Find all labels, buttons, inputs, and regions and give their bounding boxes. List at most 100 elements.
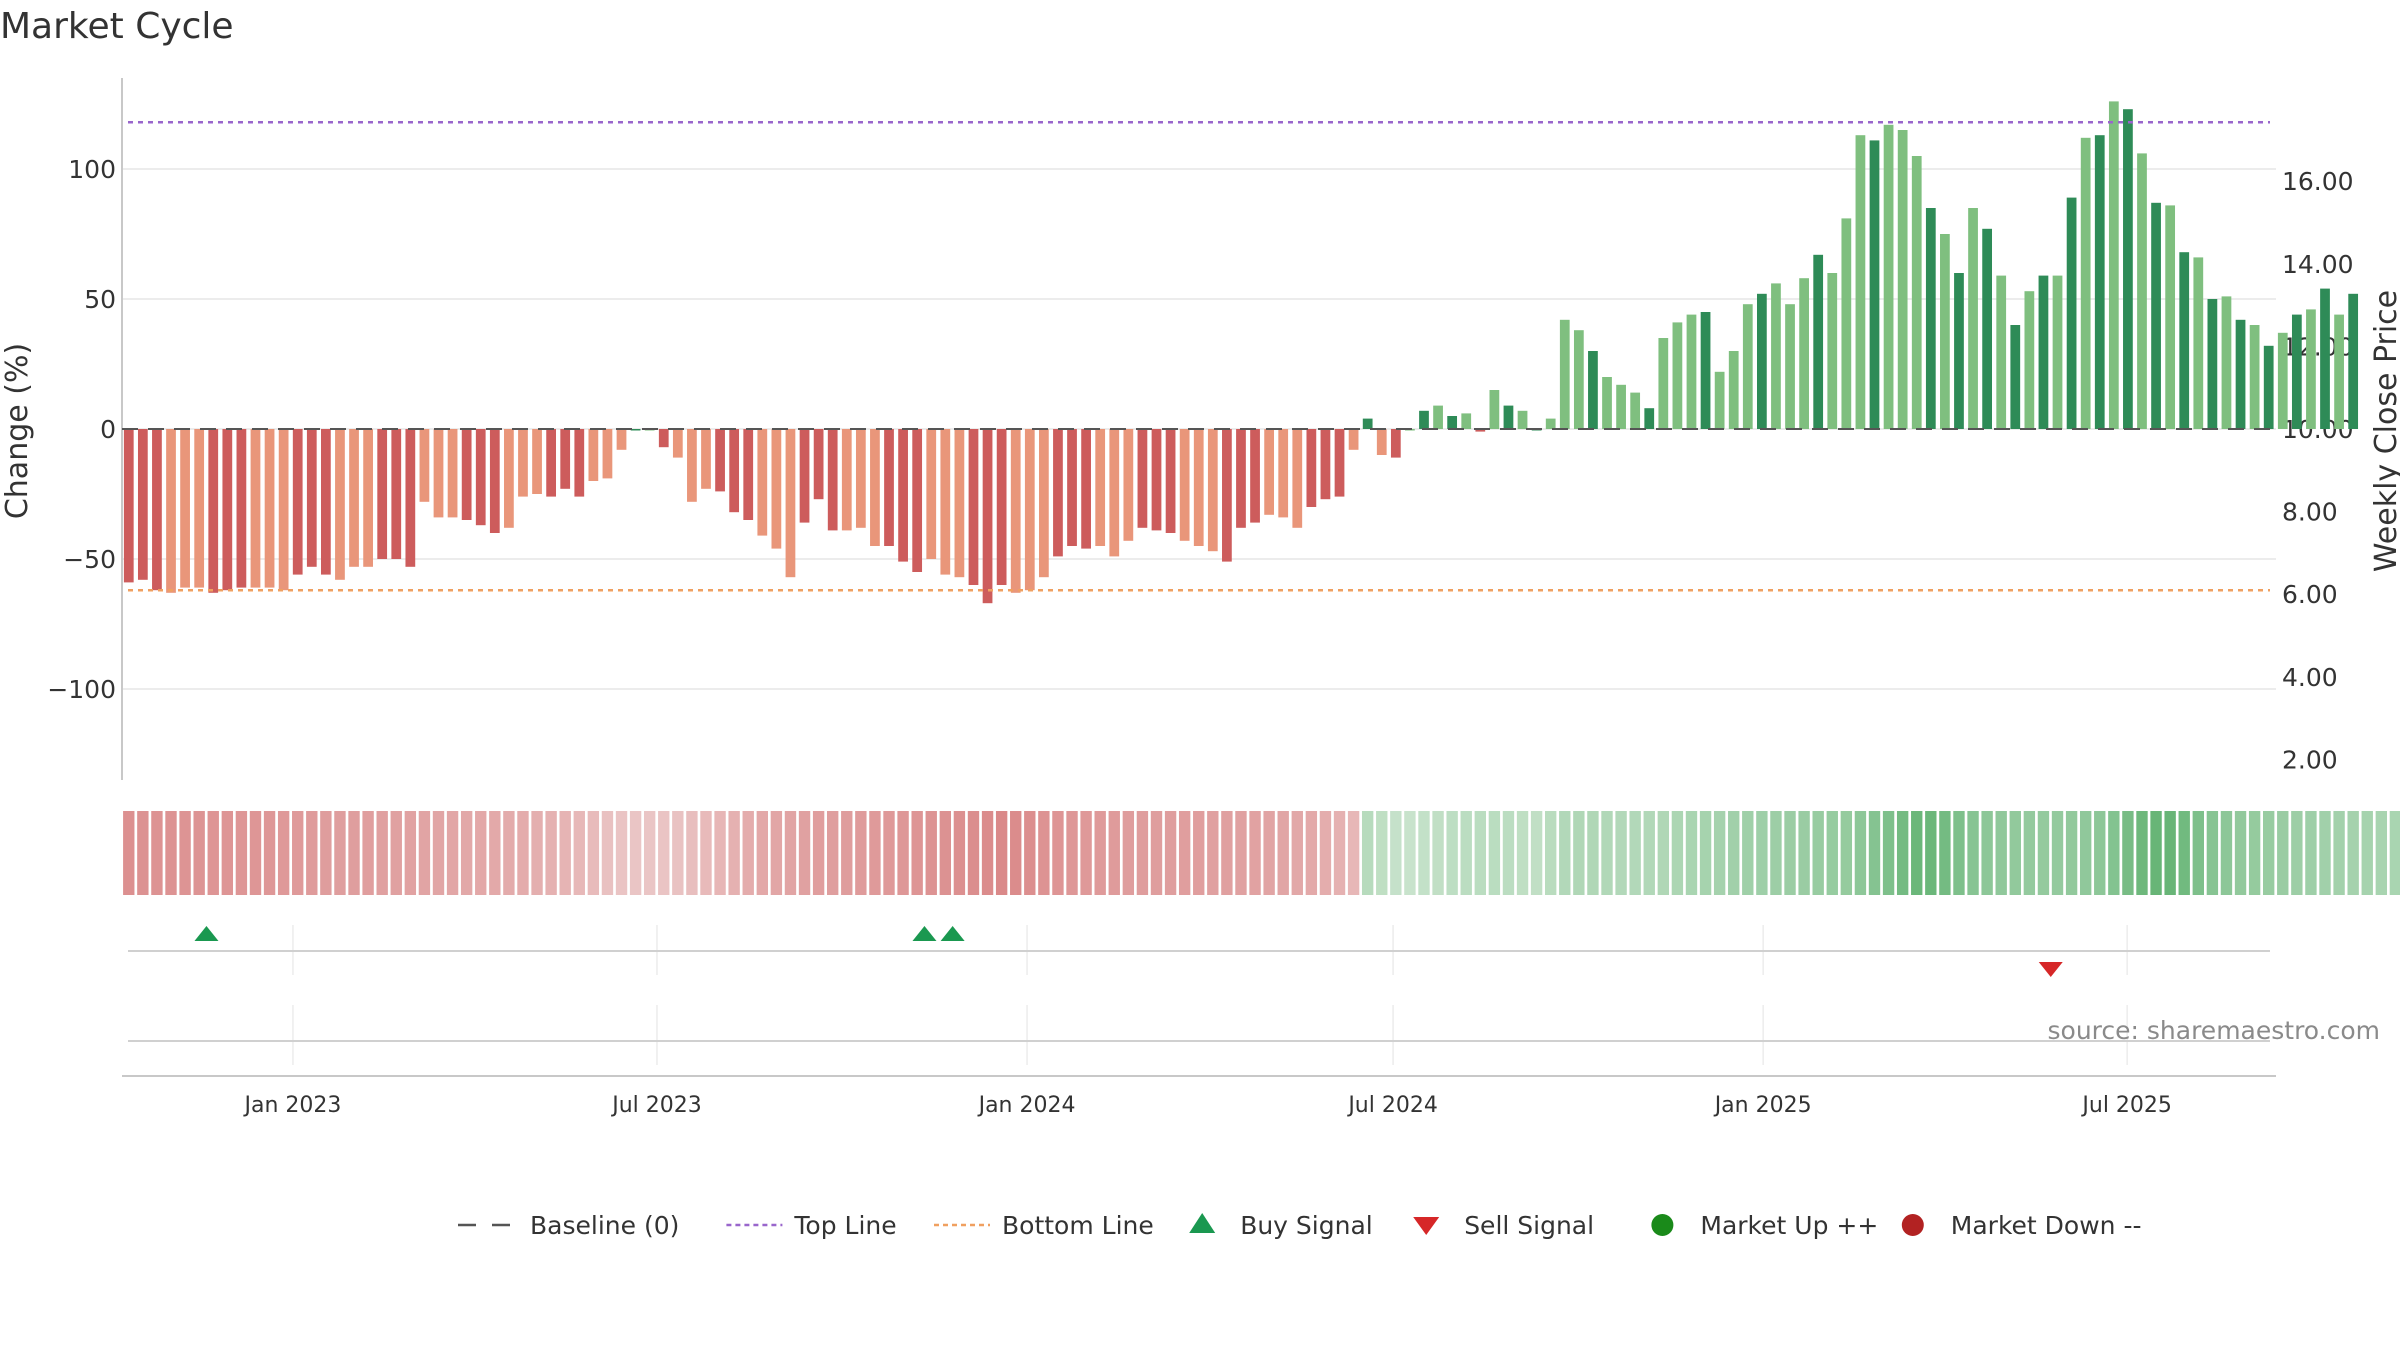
bar bbox=[729, 429, 740, 513]
bar bbox=[1756, 293, 1767, 429]
heat-cell bbox=[1981, 811, 1993, 895]
heat-cell bbox=[2164, 811, 2176, 895]
y-right-tick-label: 16.00 bbox=[2282, 167, 2354, 196]
heat-cell bbox=[1559, 811, 1571, 895]
heat-cell bbox=[714, 811, 726, 895]
bar bbox=[1841, 218, 1852, 429]
bar bbox=[574, 429, 585, 497]
heat-cell bbox=[1263, 811, 1275, 895]
heat-cell bbox=[686, 811, 698, 895]
heat-cell bbox=[573, 811, 585, 895]
heat-cell bbox=[756, 811, 768, 895]
heat-cell bbox=[1516, 811, 1529, 895]
bar bbox=[1517, 410, 1528, 429]
legend-item: Sell Signal bbox=[1413, 1211, 1594, 1240]
heat-cell bbox=[784, 811, 797, 895]
bar bbox=[2320, 288, 2330, 429]
heat-cell bbox=[1432, 811, 1444, 895]
heat-cell bbox=[1305, 811, 1318, 895]
bar bbox=[1179, 429, 1190, 541]
heat-cell bbox=[1319, 811, 1332, 895]
heat-cell bbox=[2277, 811, 2289, 895]
y-right-tick-label: 2.00 bbox=[2282, 745, 2338, 774]
heat-cell bbox=[2079, 811, 2092, 895]
bar bbox=[1940, 234, 1950, 429]
legend-label: Top Line bbox=[793, 1211, 896, 1240]
bar bbox=[1038, 429, 1049, 578]
bar bbox=[1461, 413, 1472, 429]
bar bbox=[884, 429, 894, 546]
bar bbox=[841, 429, 852, 531]
buy-signal-marker bbox=[940, 926, 965, 941]
y-axis-right-label: Weekly Close Price bbox=[2369, 290, 2400, 572]
bar bbox=[137, 429, 148, 580]
bar bbox=[954, 429, 965, 578]
bar bbox=[1137, 429, 1148, 528]
bar bbox=[926, 429, 937, 559]
bar bbox=[1672, 322, 1683, 429]
heat-cell bbox=[531, 811, 543, 895]
heat-cell bbox=[1798, 811, 1810, 895]
bar bbox=[1827, 273, 1838, 429]
legend-label: Sell Signal bbox=[1464, 1211, 1594, 1240]
heat-cell bbox=[812, 811, 825, 895]
heat-cell bbox=[1094, 811, 1106, 895]
legend-item: Market Up ++ bbox=[1651, 1211, 1878, 1240]
bar bbox=[701, 429, 711, 489]
bar bbox=[1911, 156, 1922, 429]
y-left-tick-label: 100 bbox=[68, 155, 116, 184]
bar bbox=[870, 429, 880, 546]
heat-cell bbox=[2108, 811, 2120, 895]
heat-cell bbox=[362, 811, 374, 895]
bar bbox=[1334, 429, 1345, 497]
bar bbox=[1320, 429, 1331, 500]
heat-cell bbox=[1277, 811, 1289, 895]
heat-cell bbox=[348, 811, 360, 895]
heat-cell bbox=[2361, 811, 2373, 895]
heat-cell bbox=[1995, 811, 2007, 895]
bar bbox=[1503, 405, 1514, 429]
heat-cell bbox=[559, 811, 571, 895]
heat-cell bbox=[1024, 811, 1036, 895]
bar bbox=[2024, 291, 2035, 429]
bar bbox=[1095, 429, 1106, 546]
heat-cell bbox=[1136, 811, 1149, 895]
heat-cell bbox=[2122, 811, 2134, 895]
heat-cell bbox=[1080, 811, 1092, 895]
bar bbox=[1728, 351, 1739, 429]
bar bbox=[391, 429, 402, 559]
bar bbox=[996, 429, 1007, 585]
bar bbox=[2108, 101, 2119, 430]
heat-cell bbox=[1784, 811, 1796, 895]
bar bbox=[320, 429, 331, 575]
bar bbox=[1855, 135, 1866, 429]
heat-cell bbox=[334, 811, 346, 895]
heat-cell bbox=[292, 811, 304, 895]
heat-cell bbox=[1967, 811, 1979, 895]
heat-cell bbox=[1474, 811, 1486, 895]
heat-cell bbox=[137, 811, 149, 895]
heat-cell bbox=[320, 811, 332, 895]
heat-cell bbox=[1699, 811, 1712, 895]
heat-cell bbox=[798, 811, 811, 895]
bar bbox=[1686, 314, 1697, 429]
legend-item: Top Line bbox=[726, 1211, 897, 1240]
bar bbox=[1390, 429, 1401, 458]
heat-cell bbox=[1925, 811, 1937, 895]
heat-cell bbox=[1545, 811, 1557, 895]
bar bbox=[306, 429, 317, 567]
heat-cell bbox=[1685, 811, 1698, 895]
heat-cell bbox=[629, 811, 642, 895]
heat-cell bbox=[672, 811, 684, 895]
heat-cell bbox=[489, 811, 501, 895]
heat-cell bbox=[1066, 811, 1078, 895]
bar bbox=[292, 429, 303, 575]
heat-cell bbox=[1193, 811, 1205, 895]
bar bbox=[1222, 429, 1232, 562]
x-tick-label: Jan 2025 bbox=[1713, 1093, 1812, 1118]
heat-cell bbox=[1038, 811, 1050, 895]
bar bbox=[377, 429, 388, 559]
heat-cell bbox=[2178, 811, 2190, 895]
heat-cell bbox=[939, 811, 952, 895]
bar bbox=[1742, 304, 1753, 429]
